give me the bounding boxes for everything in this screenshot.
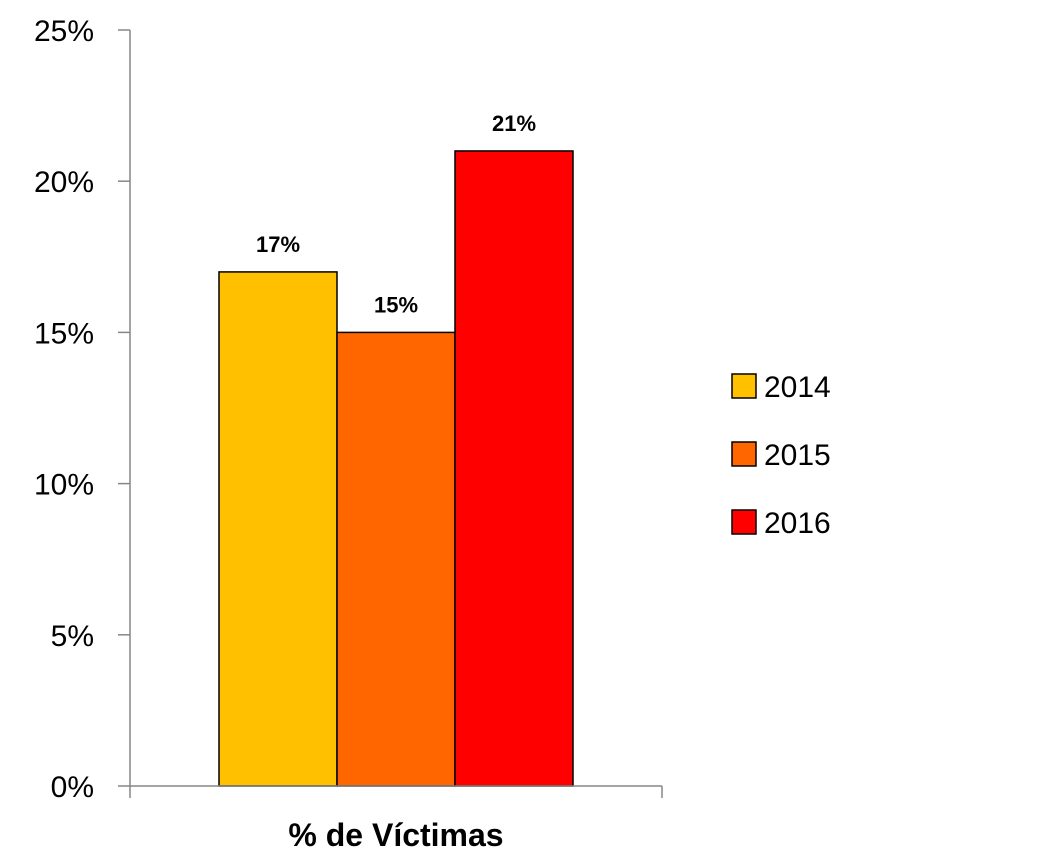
legend-label-2015: 2015 [764,439,831,472]
legend-label-2014: 2014 [764,371,831,404]
y-tick-label: 0% [51,771,94,804]
legend: 2014 2015 2016 [731,371,831,540]
legend-swatch-2014 [731,373,757,399]
y-axis: 0% 5% 10% 15% 20% 25% [34,15,131,804]
legend-swatch-2015 [731,441,757,467]
data-label-2014: 17% [256,232,300,257]
x-axis: % de Víctimas [129,785,663,853]
bar-2014 [218,271,338,787]
y-tick-label: 20% [34,166,94,199]
bars: 17% 15% 21% [218,111,574,787]
bar-2015 [336,331,456,787]
y-tick-label: 25% [34,15,94,48]
legend-label-2016: 2016 [764,507,831,540]
data-label-2016: 21% [492,111,536,136]
y-tick-label: 10% [34,469,94,502]
legend-swatch-2016 [731,509,757,535]
y-tick-label: 5% [51,620,94,653]
data-label-2015: 15% [374,292,418,317]
bar-2016 [454,150,574,787]
category-label: % de Víctimas [288,817,503,853]
y-tick-label: 15% [34,317,94,350]
